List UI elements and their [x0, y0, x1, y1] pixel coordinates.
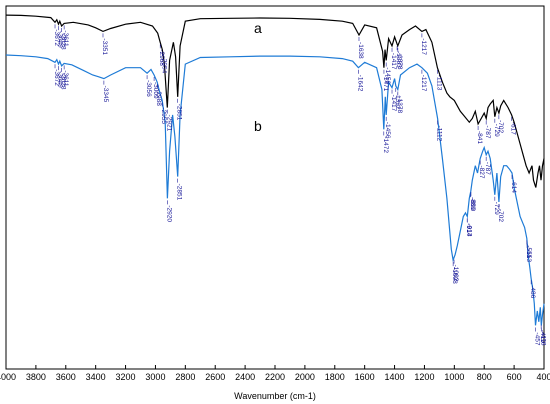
peak-label-a: -2968 [158, 49, 165, 66]
peak-label-b: -1417 [390, 95, 397, 112]
x-tick-label: 600 [507, 372, 522, 382]
peak-label-b: -2955 [160, 107, 167, 124]
x-tick-label: 3000 [145, 372, 165, 382]
peak-label-a: -3649 [56, 31, 63, 48]
x-tick-label: 400 [536, 372, 550, 382]
x-tick-label: 2200 [265, 372, 285, 382]
peak-label-b: -913 [465, 224, 472, 237]
peak-label-b: -1642 [356, 75, 363, 92]
series-line-a [5, 14, 545, 188]
peak-label-a: -1417 [390, 53, 397, 70]
peak-annotations: -3672-3649-3628-3611 -3351-2968-2954-2921… [53, 24, 546, 346]
peak-label-a: -702 [497, 120, 504, 133]
series-b [5, 54, 545, 326]
peak-label-b: -1217 [420, 75, 427, 92]
peak-label-b: -914 [465, 223, 472, 236]
peak-label-a: -3628 [60, 33, 67, 50]
series-label-b: b [254, 118, 262, 134]
plot-frame [5, 5, 545, 370]
x-tick-label: 1800 [325, 372, 345, 382]
x-tick-label: 1000 [444, 372, 464, 382]
peak-label-b: -1392 [394, 93, 401, 110]
peak-label-a: -1471 [382, 75, 389, 92]
peak-label-a: -841 [476, 131, 483, 144]
peak-label-b: -889 [469, 197, 476, 210]
peak-label-b: -3649 [56, 71, 63, 88]
x-tick-label: 2800 [175, 372, 195, 382]
peak-label-a: -1378 [396, 53, 403, 70]
peak-label-b: -1002 [452, 265, 459, 282]
peak-label-b: -1456 [384, 122, 391, 139]
peak-label-a: -3351 [101, 38, 108, 55]
peak-label-b: -1378 [396, 96, 403, 113]
peak-label-b: -515 [525, 245, 532, 258]
peak-label-b: -513 [525, 249, 532, 262]
peak-label-b: -2851 [176, 184, 183, 201]
x-tick-label: 3800 [26, 372, 46, 382]
peak-label-b: -1112 [436, 126, 443, 142]
x-tick-label: 3400 [86, 372, 106, 382]
peak-label-a: -2921 [165, 115, 172, 132]
x-tick-label: 2600 [205, 372, 225, 382]
x-tick-label: 1600 [355, 372, 375, 382]
peak-label-a: -1456 [384, 67, 391, 84]
series-line-b [5, 54, 545, 326]
x-tick-label: 2400 [235, 372, 255, 382]
peak-label-b: -1008 [451, 267, 458, 284]
peak-label-a: -1113 [435, 75, 442, 91]
x-tick-label: 1400 [385, 372, 405, 382]
peak-label-b: -890 [469, 198, 476, 211]
peak-label-a: -1217 [420, 38, 427, 55]
x-tick-label: 4000 [0, 372, 16, 382]
peak-label-b: -827 [478, 165, 485, 178]
peak-label-b: -787 [484, 162, 491, 175]
peak-label-b: -702 [497, 209, 504, 222]
series-label-a: a [254, 20, 262, 36]
x-axis-title: Wavenumber (cm-1) [234, 391, 316, 401]
peak-label-a: -2851 [176, 104, 183, 121]
peak-label-a: -617 [510, 122, 517, 135]
x-tick-label: 3200 [116, 372, 136, 382]
peak-label-b: -1472 [382, 136, 389, 153]
peak-label-b: -418 [539, 332, 546, 345]
peak-label-a: -787 [484, 126, 491, 139]
peak-label-a: -1638 [357, 42, 364, 59]
peak-label-a: -3611 [62, 30, 69, 47]
peak-label-a: -3672 [53, 29, 60, 46]
x-tick-label: 1200 [414, 372, 434, 382]
peak-label-b: -3056 [145, 80, 152, 97]
x-tick-label: 800 [477, 372, 492, 382]
peak-label-b: -614 [510, 180, 517, 193]
peak-label-b: -3611 [62, 70, 69, 87]
peak-label-b: -419 [539, 330, 546, 343]
peak-label-b: -486 [529, 285, 536, 298]
x-tick-label: 2000 [295, 372, 315, 382]
x-axis-ticks: 4000 3800 3600 3400 3200 3000 2800 2600 2400 2200… [0, 365, 550, 382]
peak-label-b: -457 [533, 332, 540, 345]
peak-label-b: -2920 [165, 205, 172, 222]
peak-label-b: -3345 [102, 86, 109, 103]
peak-label-b: -3672 [53, 69, 60, 86]
peak-label-b: -729 [493, 202, 500, 215]
series-a [5, 14, 545, 188]
peak-label-a: -1383 [395, 51, 402, 68]
peak-label-a: -2954 [160, 57, 167, 74]
x-tick-label: 3600 [56, 372, 76, 382]
peak-label-b: -3628 [60, 73, 67, 90]
peak-label-b: -2988 [155, 89, 162, 106]
peak-label-a: -729 [493, 124, 500, 137]
peak-label-b: -3009 [152, 82, 159, 99]
